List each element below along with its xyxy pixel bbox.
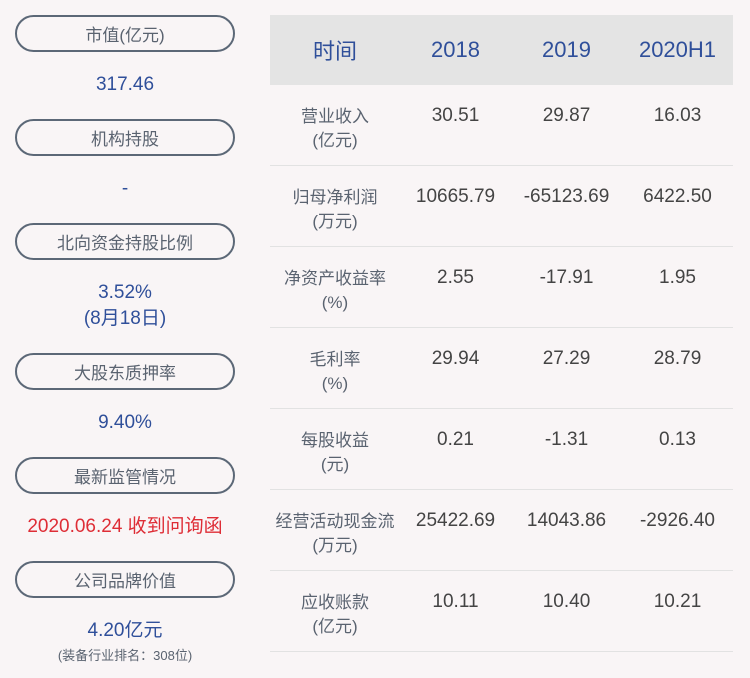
row-value: 27.29 xyxy=(542,348,591,369)
brand-rank-note: (装备行业排名：308位) xyxy=(57,648,193,663)
row-value: 0.13 xyxy=(659,429,696,450)
row-label: 净资产收益率 (%) xyxy=(284,269,386,312)
table-row: 经营活动现金流 (万元) 25422.69 14043.86 -2926.40 xyxy=(270,490,733,571)
label-regulatory-status: 最新监管情况 xyxy=(15,457,235,494)
value-brand-value: 4.20亿元 xyxy=(87,620,163,641)
row-value: 2.55 xyxy=(437,267,474,288)
row-value: 10.21 xyxy=(653,591,702,612)
table-row: 净资产收益率 (%) 2.55 -17.91 1.95 xyxy=(270,247,733,328)
table-row: 应收账款 (亿元) 10.11 10.40 10.21 xyxy=(270,571,733,652)
header-time: 时间 xyxy=(312,39,357,64)
financial-table: 时间 2018 2019 2020H1 营业收入 (亿元) 30.51 29.87… xyxy=(270,15,733,652)
row-value: -1.31 xyxy=(544,429,589,450)
label-brand-value: 公司品牌价值 xyxy=(15,561,235,598)
value-regulatory-status: 2020.06.24 收到问询函 xyxy=(27,516,223,537)
row-value: 28.79 xyxy=(653,348,702,369)
value-northbound-date: (8月18日) xyxy=(83,308,167,329)
value-pledge-ratio: 9.40% xyxy=(98,412,152,433)
row-value: -65123.69 xyxy=(523,186,610,207)
row-value: 14043.86 xyxy=(526,510,607,531)
header-2019: 2019 xyxy=(542,37,591,62)
row-value: 10.40 xyxy=(542,591,591,612)
row-value: 30.51 xyxy=(431,105,480,126)
label-market-cap: 市值(亿元) xyxy=(15,15,235,52)
table-row: 毛利率 (%) 29.94 27.29 28.79 xyxy=(270,328,733,409)
row-value: -2926.40 xyxy=(639,510,715,531)
row-value: 29.94 xyxy=(431,348,480,369)
row-value: 16.03 xyxy=(653,105,702,126)
table-row: 营业收入 (亿元) 30.51 29.87 16.03 xyxy=(270,85,733,166)
row-value: 1.95 xyxy=(659,267,696,288)
label-institutional-holding: 机构持股 xyxy=(15,119,235,156)
row-value: 10665.79 xyxy=(415,186,496,207)
header-2018: 2018 xyxy=(431,37,480,62)
table-row: 每股收益 (元) 0.21 -1.31 0.13 xyxy=(270,409,733,490)
row-label: 应收账款 (亿元) xyxy=(301,593,369,636)
row-value: 29.87 xyxy=(542,105,591,126)
row-value: 25422.69 xyxy=(415,510,496,531)
value-institutional-holding: - xyxy=(121,178,129,199)
table-header: 时间 2018 2019 2020H1 xyxy=(270,15,733,85)
row-label: 营业收入 (亿元) xyxy=(301,107,369,150)
value-northbound-ratio: 3.52% xyxy=(98,282,152,303)
row-label: 每股收益 (元) xyxy=(301,431,369,474)
row-value: 10.11 xyxy=(432,591,479,612)
label-northbound-ratio: 北向资金持股比例 xyxy=(15,223,235,260)
row-label: 毛利率 (%) xyxy=(309,350,361,393)
row-label: 经营活动现金流 (万元) xyxy=(275,512,395,555)
row-label: 归母净利润 (万元) xyxy=(292,188,378,231)
row-value: -17.91 xyxy=(539,267,594,288)
label-pledge-ratio: 大股东质押率 xyxy=(15,353,235,390)
header-2020h1: 2020H1 xyxy=(638,37,717,62)
table-row: 归母净利润 (万元) 10665.79 -65123.69 6422.50 xyxy=(270,166,733,247)
row-value: 0.21 xyxy=(437,429,474,450)
row-value: 6422.50 xyxy=(643,186,712,207)
value-market-cap: 317.46 xyxy=(95,74,155,95)
